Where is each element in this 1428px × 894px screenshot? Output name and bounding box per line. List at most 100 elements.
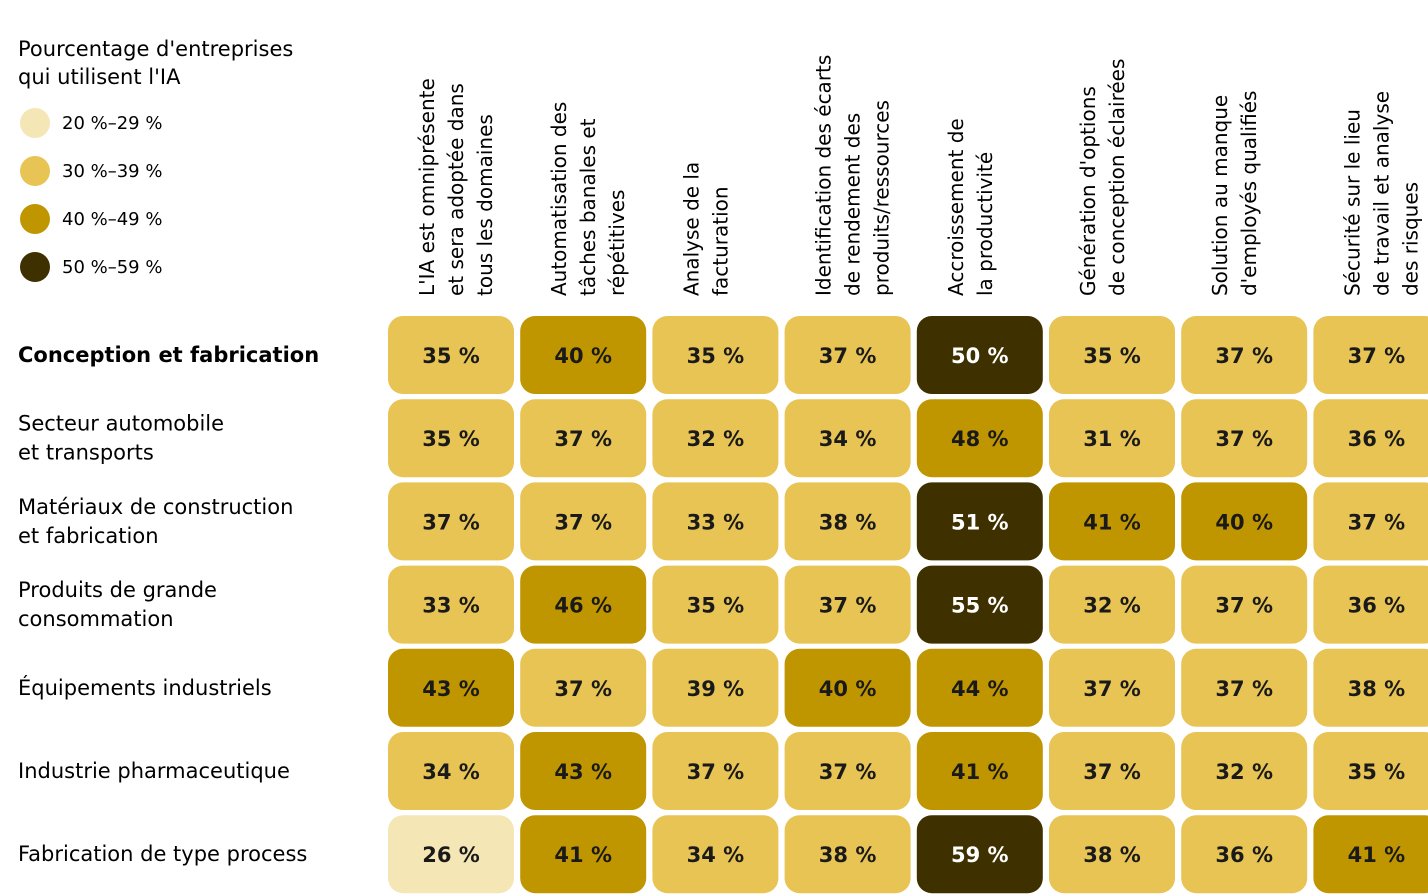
heatmap-cell [1181, 482, 1308, 561]
cell-value: 50 % [951, 344, 1009, 368]
column-header-line: Accroissement de [944, 118, 968, 296]
column-header-line: Sécurité sur le lieu [1340, 109, 1364, 296]
cell-value: 37 % [554, 677, 612, 701]
heatmap-cell [1181, 815, 1308, 894]
legend-label: 20 %–29 % [62, 113, 162, 134]
cell-value: 37 % [1215, 344, 1273, 368]
cell-value: 44 % [951, 677, 1009, 701]
heatmap-cell [652, 815, 779, 894]
column-header: Sécurité sur le lieu de travail et analys… [1340, 91, 1422, 296]
cell-value: 37 % [554, 510, 612, 534]
cell-value: 41 % [554, 843, 612, 867]
heatmap-cell [520, 648, 647, 727]
heatmap-cell [652, 648, 779, 727]
heatmap-cell [784, 399, 911, 478]
row-label: Produits de grande [18, 578, 217, 602]
column-header: Identification des écarts de rendement de… [812, 55, 894, 296]
cell-value: 32 % [1083, 594, 1141, 618]
heatmap-cell [784, 482, 911, 561]
heatmap-cell [520, 565, 647, 644]
legend-title: qui utilisent l'IA [18, 65, 181, 89]
cell-value: 37 % [1083, 677, 1141, 701]
cell-value: 35 % [422, 344, 480, 368]
cell-value: 26 % [422, 843, 480, 867]
heatmap-cell [652, 399, 779, 478]
column-header-line: des risques [1398, 182, 1422, 296]
heatmap-cell [1313, 565, 1428, 644]
cell-value: 34 % [819, 427, 877, 451]
column-header-line: tous les domaines [473, 114, 497, 296]
legend-swatch [20, 156, 50, 186]
heatmap-cell [652, 316, 779, 394]
column-headers: L'IA est omniprésente et sera adoptée dan… [415, 55, 1422, 296]
heatmap-cell [388, 565, 514, 644]
heatmap-cells: 35 % 40 % 35 % 37 % 50 % 35 % 37 % 37 % 35 % 37 %… [388, 316, 1428, 894]
cell-value: 34 % [687, 843, 745, 867]
cell-value: 38 % [1348, 677, 1406, 701]
cell-value: 37 % [819, 344, 877, 368]
column-header: Automatisation des tâches banales et répét… [547, 102, 629, 296]
heatmap-cell [520, 399, 647, 478]
row-label: et transports [18, 441, 154, 465]
cell-value: 37 % [1348, 344, 1406, 368]
heatmap-cell [388, 399, 514, 478]
legend-label: 50 %–59 % [62, 257, 162, 278]
heatmap-cell [520, 316, 647, 394]
legend-label: 30 %–39 % [62, 161, 162, 182]
cell-value: 37 % [422, 510, 480, 534]
cell-value: 40 % [1215, 510, 1273, 534]
heatmap-cell [520, 482, 647, 561]
column-header: Analyse de la facturation [679, 162, 732, 296]
heatmap-cell [1049, 316, 1175, 394]
cell-value: 46 % [554, 594, 612, 618]
column-header: L'IA est omniprésente et sera adoptée dan… [415, 78, 497, 296]
cell-value: 51 % [951, 510, 1009, 534]
heatmap-cell [784, 565, 911, 644]
heatmap-cell [784, 732, 911, 810]
row-label: Matériaux de construction [18, 495, 293, 519]
cell-value: 32 % [1215, 760, 1273, 784]
column-header-line: Solution au manque [1208, 95, 1232, 296]
cell-value: 38 % [819, 843, 877, 867]
cell-value: 37 % [1215, 427, 1273, 451]
cell-value: 37 % [1348, 510, 1406, 534]
heatmap-cell [916, 648, 1043, 727]
cell-value: 35 % [422, 427, 480, 451]
cell-value: 40 % [819, 677, 877, 701]
heatmap-cell [652, 732, 779, 810]
row-label: Fabrication de type process [18, 842, 307, 866]
column-header-line: Identification des écarts [812, 55, 836, 296]
cell-value: 37 % [1083, 760, 1141, 784]
column-header-line: facturation [708, 186, 732, 296]
cell-value: 37 % [1215, 677, 1273, 701]
cell-value: 35 % [687, 594, 745, 618]
row-label: Équipements industriels [18, 675, 272, 700]
heatmap-cell [916, 316, 1043, 394]
heatmap-cell [1049, 732, 1175, 810]
cell-value: 40 % [554, 344, 612, 368]
column-header-line: tâches banales et [576, 118, 600, 296]
heatmap-cell [916, 565, 1043, 644]
heatmap-cell [388, 815, 514, 894]
column-header: Génération d'options de conception éclair… [1076, 59, 1129, 296]
heatmap-cell [916, 399, 1043, 478]
heatmap-cell [1313, 316, 1428, 394]
column-header-line: de rendement des [841, 113, 865, 296]
column-header-line: Génération d'options [1076, 86, 1100, 296]
heatmap-cell [916, 482, 1043, 561]
cell-value: 33 % [422, 594, 480, 618]
heatmap-cell [1049, 482, 1175, 561]
cell-value: 36 % [1215, 843, 1273, 867]
heatmap-cell [1181, 648, 1308, 727]
legend-swatch [20, 108, 50, 138]
cell-value: 55 % [951, 594, 1009, 618]
column-header-line: Automatisation des [547, 102, 571, 296]
row-label: Conception et fabrication [18, 343, 319, 367]
heatmap-cell [1181, 399, 1308, 478]
cell-value: 35 % [1083, 344, 1141, 368]
cell-value: 35 % [1348, 760, 1406, 784]
heatmap-cell [652, 482, 779, 561]
cell-value: 35 % [687, 344, 745, 368]
heatmap-cell [388, 648, 514, 727]
row-labels: Conception et fabrication Secteur automob… [18, 343, 319, 866]
